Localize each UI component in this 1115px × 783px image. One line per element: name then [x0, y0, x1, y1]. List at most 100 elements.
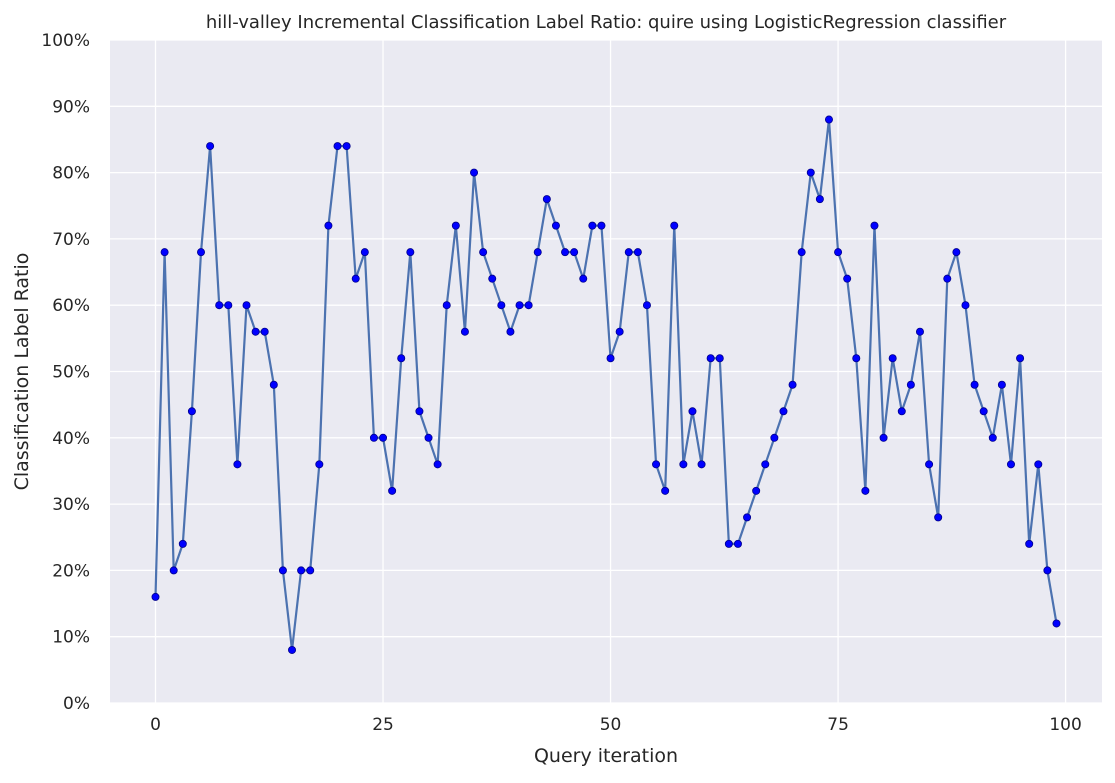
x-tick-label: 100: [1049, 715, 1081, 735]
data-point: [488, 274, 497, 283]
y-tick-label: 10%: [52, 628, 90, 648]
data-point: [706, 354, 715, 363]
data-point: [752, 486, 761, 495]
x-axis-label: Query iteration: [534, 745, 678, 767]
data-point: [652, 460, 661, 469]
data-point: [570, 248, 579, 257]
data-point: [761, 460, 770, 469]
data-point: [606, 354, 615, 363]
data-point: [278, 566, 287, 575]
data-point: [824, 115, 833, 124]
y-tick-label: 100%: [41, 31, 90, 51]
data-point: [406, 248, 415, 257]
data-point: [379, 433, 388, 442]
data-point: [624, 248, 633, 257]
data-point: [342, 142, 351, 151]
data-point: [1043, 566, 1052, 575]
chart-title: hill-valley Incremental Classification L…: [206, 12, 1007, 33]
data-point: [551, 221, 560, 230]
data-point: [187, 407, 196, 416]
y-tick-label: 60%: [52, 296, 90, 316]
data-point: [315, 460, 324, 469]
y-tick-label: 70%: [52, 230, 90, 250]
data-point: [579, 274, 588, 283]
y-tick-label: 40%: [52, 429, 90, 449]
data-point: [815, 195, 824, 204]
data-point: [524, 301, 533, 310]
data-point: [633, 248, 642, 257]
data-point: [925, 460, 934, 469]
data-point: [388, 486, 397, 495]
data-point: [151, 592, 160, 601]
data-point: [206, 142, 215, 151]
data-point: [697, 460, 706, 469]
data-point: [1034, 460, 1043, 469]
data-point: [852, 354, 861, 363]
data-point: [779, 407, 788, 416]
data-point: [470, 168, 479, 177]
data-point: [733, 539, 742, 548]
data-point: [843, 274, 852, 283]
data-point: [934, 513, 943, 522]
data-point: [597, 221, 606, 230]
data-point: [251, 327, 260, 336]
data-point: [369, 433, 378, 442]
data-point: [588, 221, 597, 230]
data-point: [169, 566, 178, 575]
data-point: [988, 433, 997, 442]
data-point: [233, 460, 242, 469]
data-point: [661, 486, 670, 495]
y-tick-label: 30%: [52, 495, 90, 515]
data-point: [442, 301, 451, 310]
data-point: [306, 566, 315, 575]
data-point: [961, 301, 970, 310]
data-point: [224, 301, 233, 310]
x-tick-label: 75: [827, 715, 849, 735]
data-point: [670, 221, 679, 230]
data-point: [424, 433, 433, 442]
data-point: [360, 248, 369, 257]
data-point: [215, 301, 224, 310]
data-point: [542, 195, 551, 204]
y-axis-label: Classification Label Ratio: [11, 253, 33, 491]
series-group: [151, 115, 1061, 654]
data-point: [906, 380, 915, 389]
data-point: [879, 433, 888, 442]
data-point: [943, 274, 952, 283]
data-point: [952, 248, 961, 257]
data-point: [688, 407, 697, 416]
data-point: [297, 566, 306, 575]
data-point: [888, 354, 897, 363]
tick-labels: 0 25 50 75 100 0% 10% 20% 30% 40% 50% 60% 70% 80% 90% 1…: [41, 31, 1081, 735]
data-point: [1025, 539, 1034, 548]
data-point: [479, 248, 488, 257]
data-point: [506, 327, 515, 336]
data-point: [724, 539, 733, 548]
data-point: [897, 407, 906, 416]
data-point: [788, 380, 797, 389]
data-point: [561, 248, 570, 257]
data-point: [642, 301, 651, 310]
data-point: [415, 407, 424, 416]
data-point: [242, 301, 251, 310]
data-point: [797, 248, 806, 257]
data-point: [178, 539, 187, 548]
data-point: [743, 513, 752, 522]
data-point: [197, 248, 206, 257]
data-point: [460, 327, 469, 336]
x-tick-label: 25: [372, 715, 394, 735]
data-point: [870, 221, 879, 230]
data-point: [970, 380, 979, 389]
data-point: [433, 460, 442, 469]
y-tick-label: 0%: [63, 694, 90, 714]
series-line: [154, 118, 1058, 652]
data-point: [269, 380, 278, 389]
y-tick-label: 80%: [52, 164, 90, 184]
data-point: [834, 248, 843, 257]
data-point: [497, 301, 506, 310]
data-point: [397, 354, 406, 363]
data-point: [715, 354, 724, 363]
data-point: [1016, 354, 1025, 363]
